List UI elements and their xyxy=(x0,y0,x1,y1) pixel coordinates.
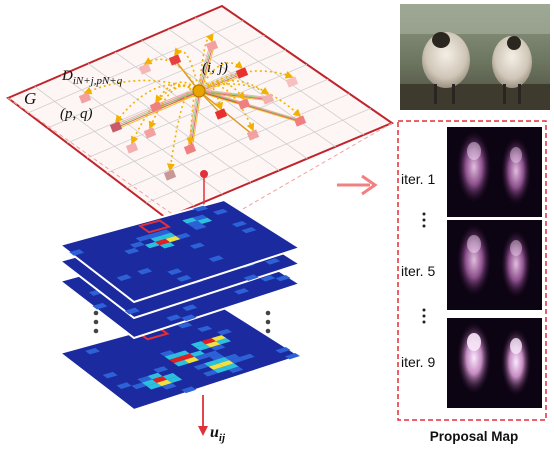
stack-ellipsis-right xyxy=(266,311,271,334)
proposal-map xyxy=(447,127,542,217)
proposal-blob xyxy=(457,322,491,394)
proposal-peak xyxy=(467,142,481,160)
proposal-maps xyxy=(447,127,542,408)
edge-weight-subscript: iN+j,pN+q xyxy=(73,75,123,87)
stack-ellipsis-left xyxy=(94,311,99,334)
proposal-map xyxy=(447,318,542,408)
proposal-peak xyxy=(510,147,522,163)
sheep-photo xyxy=(400,4,550,110)
output-arrow: uij xyxy=(198,395,226,444)
iter-ellipsis-upper xyxy=(423,213,426,228)
heatmap-stack xyxy=(60,200,300,410)
iter-label-9: iter. 9 xyxy=(401,354,435,370)
edge-weight-symbol: D xyxy=(61,68,73,84)
proposal-map xyxy=(447,220,542,310)
proposal-blob xyxy=(457,224,491,296)
proposal-map-title: Proposal Map xyxy=(430,429,519,444)
node-label-ij: (i, j) xyxy=(202,60,228,76)
transition-arrow xyxy=(337,176,375,194)
iter-label-5: iter. 5 xyxy=(401,263,435,279)
output-label: uij xyxy=(210,424,226,444)
proposal-peak xyxy=(510,338,522,354)
iter-label-1: iter. 1 xyxy=(401,171,435,187)
iter-ellipsis-lower xyxy=(423,309,426,324)
proposal-peak xyxy=(510,240,522,256)
node-label-pq: (p, q) xyxy=(60,106,93,122)
proposal-peak xyxy=(467,235,481,253)
graph-label-g: G xyxy=(24,89,36,108)
projection-point xyxy=(200,170,208,178)
proposal-blob xyxy=(457,131,491,203)
output-symbol: u xyxy=(210,424,219,441)
center-node xyxy=(193,85,205,97)
graph-plane: G DiN+j,pN+q (i, j) (p, q) xyxy=(8,6,392,218)
output-subscript: ij xyxy=(219,432,226,444)
proposal-panel: iter. 1 iter. 5 iter. 9 xyxy=(398,121,546,420)
proposal-peak xyxy=(467,333,481,351)
